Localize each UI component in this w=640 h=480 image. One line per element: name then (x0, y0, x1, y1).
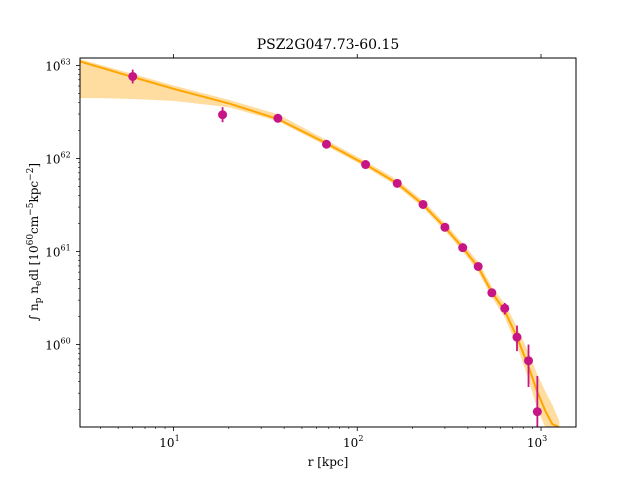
points-layer (128, 69, 542, 427)
x-axis-label: r [kpc] (308, 455, 349, 469)
y-tick-label: 1062 (45, 150, 70, 166)
model-curve (80, 60, 560, 427)
data-point (532, 407, 542, 417)
band-layer (80, 59, 560, 427)
data-point (392, 178, 402, 188)
data-point (440, 222, 450, 232)
model-uncertainty-band (80, 59, 560, 427)
data-point (361, 160, 371, 170)
data-point (418, 199, 428, 209)
chart-title: PSZ2G047.73-60.15 (257, 37, 400, 53)
y-tick-label: 1063 (45, 57, 70, 73)
data-point (524, 356, 534, 366)
data-point (458, 243, 468, 253)
data-point (473, 261, 483, 271)
data-point (273, 113, 283, 123)
y-axis-label: ∫ np nedl [1060cm−5kpc−2] (26, 163, 44, 321)
data-point (487, 288, 497, 298)
plot-frame (79, 57, 577, 428)
x-tick-label: 102 (343, 434, 363, 450)
model-layer (80, 60, 560, 427)
x-tick-label: 101 (159, 434, 179, 450)
y-tick-label: 1060 (45, 337, 70, 353)
x-tick-label: 103 (527, 434, 547, 450)
data-point (321, 139, 331, 149)
data-point (500, 303, 510, 313)
ticks-layer: 101 102 103 1060 1061 1062 1063 (45, 54, 547, 450)
data-point (512, 332, 522, 342)
data-point (218, 110, 228, 120)
y-tick-label: 1061 (45, 243, 70, 259)
data-point (128, 71, 138, 81)
